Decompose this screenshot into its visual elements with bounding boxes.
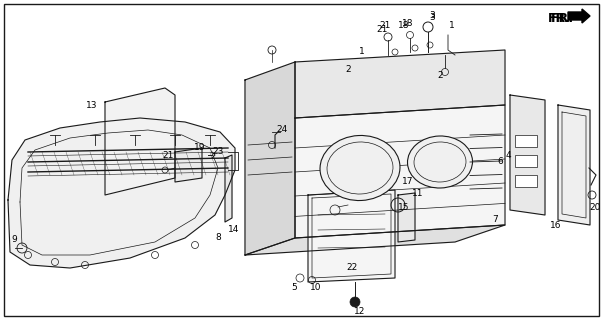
Polygon shape: [295, 105, 505, 238]
Polygon shape: [510, 95, 545, 215]
Text: 13: 13: [86, 100, 98, 109]
Text: FR.: FR.: [551, 12, 574, 25]
Polygon shape: [568, 9, 590, 23]
Text: 17: 17: [402, 178, 414, 187]
Polygon shape: [398, 193, 415, 242]
Text: 24: 24: [276, 125, 288, 134]
Text: 2: 2: [437, 71, 443, 80]
Polygon shape: [558, 105, 590, 225]
Text: 18: 18: [398, 21, 410, 30]
Ellipse shape: [320, 135, 400, 201]
Text: 12: 12: [355, 308, 365, 316]
Text: 1: 1: [359, 47, 365, 57]
Text: 23: 23: [212, 148, 224, 156]
Text: FR.: FR.: [548, 12, 571, 25]
Polygon shape: [308, 190, 395, 282]
Text: 21: 21: [379, 21, 391, 30]
Bar: [515, 155, 537, 167]
Text: 21: 21: [162, 150, 174, 159]
Text: 16: 16: [551, 220, 562, 229]
Text: 3: 3: [429, 11, 435, 20]
Text: 20: 20: [589, 204, 601, 212]
Polygon shape: [245, 225, 505, 255]
Text: 3: 3: [429, 13, 435, 22]
Text: 10: 10: [311, 284, 322, 292]
Polygon shape: [8, 118, 235, 268]
Text: 6: 6: [497, 157, 503, 166]
Polygon shape: [295, 50, 505, 118]
Bar: [515, 135, 537, 147]
Bar: [515, 175, 537, 187]
Polygon shape: [245, 62, 295, 255]
Polygon shape: [175, 148, 202, 182]
Text: 22: 22: [346, 263, 358, 273]
Text: 8: 8: [215, 234, 221, 243]
Ellipse shape: [408, 136, 473, 188]
Text: 18: 18: [402, 19, 414, 28]
Text: 9: 9: [11, 236, 17, 244]
Text: 14: 14: [229, 226, 239, 235]
Text: 19: 19: [194, 143, 206, 153]
Text: 7: 7: [492, 215, 498, 225]
Text: 21: 21: [376, 26, 388, 35]
Text: 5: 5: [291, 284, 297, 292]
Text: 11: 11: [412, 188, 424, 197]
Text: 2: 2: [345, 66, 351, 75]
Text: 4: 4: [505, 150, 511, 159]
Polygon shape: [225, 155, 232, 222]
Polygon shape: [105, 88, 175, 195]
Text: 15: 15: [398, 204, 410, 212]
Circle shape: [350, 297, 360, 307]
Text: 1: 1: [449, 21, 455, 30]
